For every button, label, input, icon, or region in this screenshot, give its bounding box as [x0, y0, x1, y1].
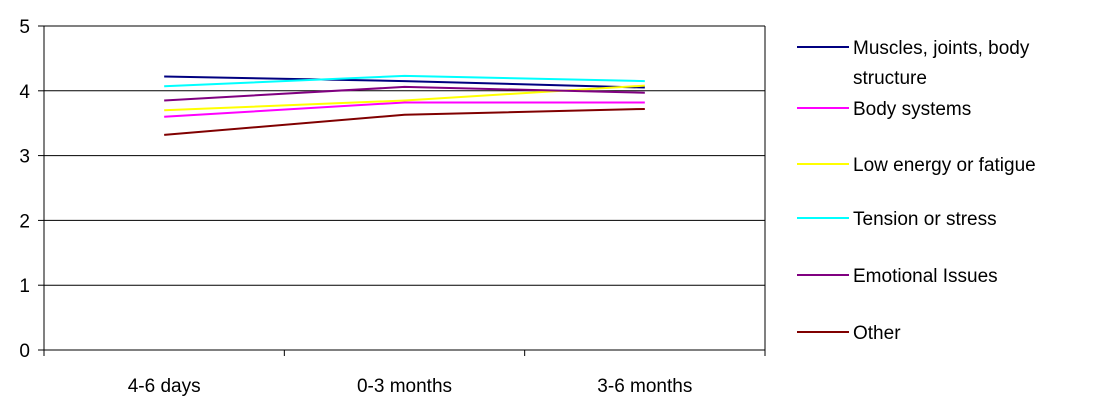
series-line-0 — [164, 75, 645, 89]
legend-label-0: Muscles, joints, body — [853, 38, 1030, 59]
x-tick-label-1: 0-3 months — [357, 376, 452, 397]
series-line-3 — [164, 74, 645, 88]
plot-area: 0 1 2 3 4 5 4-6 days 0-3 months 3-6 months — [19, 17, 766, 397]
y-tick-label-4: 4 — [19, 82, 30, 103]
series-line-1 — [164, 101, 645, 118]
legend-label-0-line1: structure — [853, 68, 927, 89]
x-tick-label-2: 3-6 months — [597, 376, 692, 397]
legend-label-2: Low energy or fatigue — [853, 155, 1036, 176]
legend: Muscles, joints, body structure Body syste… — [797, 38, 1036, 344]
series-line-2 — [164, 84, 645, 112]
y-tick-label-0: 0 — [19, 341, 30, 362]
series-line-4 — [164, 85, 645, 102]
legend-label-4: Emotional Issues — [853, 266, 998, 287]
x-tick-label-0: 4-6 days — [128, 376, 201, 397]
y-tick-label-1: 1 — [19, 276, 30, 297]
y-tick-label-2: 2 — [19, 211, 30, 232]
y-tick-label-5: 5 — [19, 17, 30, 38]
series-line-5 — [164, 107, 645, 136]
legend-label-5: Other — [853, 323, 901, 344]
legend-label-3: Tension or stress — [853, 209, 997, 230]
y-tick-label-3: 3 — [19, 147, 30, 168]
legend-label-1: Body systems — [853, 99, 971, 120]
